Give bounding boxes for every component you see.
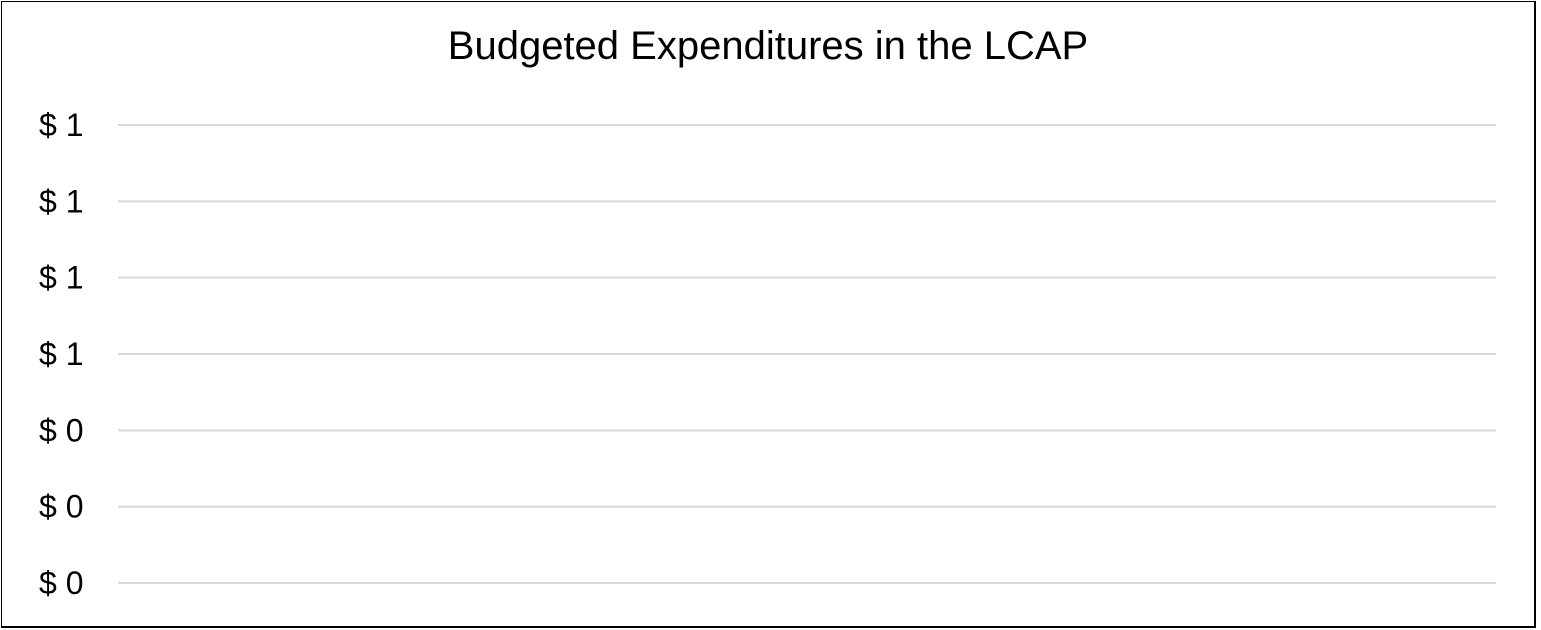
y-tick-label: $ 0 (39, 412, 83, 448)
y-tick-label: $ 0 (39, 489, 83, 525)
y-tick-label: $ 1 (39, 107, 83, 143)
y-tick-label: $ 1 (39, 183, 83, 219)
y-tick-labels: $ 1 $ 1 $ 1 $ 1 $ 0 $ 0 $ 0 (39, 107, 83, 601)
y-tick-label: $ 0 (39, 565, 83, 601)
y-tick-label: $ 1 (39, 336, 83, 372)
y-tick-label: $ 1 (39, 260, 83, 296)
gridlines (118, 124, 1496, 584)
chart-title: Budgeted Expenditures in the LCAP (447, 24, 1089, 68)
